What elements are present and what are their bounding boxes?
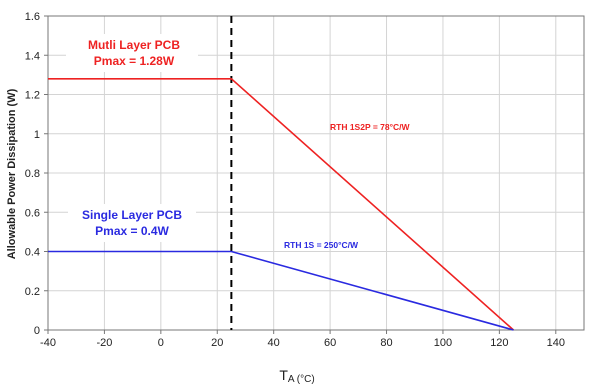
single-layer-series-line: [48, 250, 514, 331]
x-tick-label: 60: [324, 337, 336, 349]
x-tick-label: 80: [380, 337, 392, 349]
x-axis-label: TA (°C): [279, 367, 314, 385]
y-axis-ticks: 0 0.2 0.4 0.6 0.8 1 1.2 1.4 1.6: [25, 11, 48, 337]
y-tick-label: 0.8: [25, 168, 40, 180]
multi-layer-slope-label: RTH 1S2P = 78°C/W: [330, 122, 411, 132]
x-tick-label: 120: [490, 337, 508, 349]
series: [48, 78, 515, 331]
x-axis-label-sub: A (°C): [288, 374, 315, 385]
y-tick-label: 0.4: [25, 247, 40, 259]
y-tick-label: 1: [34, 129, 40, 141]
x-tick-label: 40: [268, 337, 280, 349]
y-axis-label: Allowable Power Dissipation (W): [6, 88, 18, 259]
x-axis-label-main: T: [279, 367, 288, 383]
x-tick-label: 100: [434, 337, 452, 349]
y-tick-label: 1.2: [25, 90, 40, 102]
y-tick-label: 0.6: [25, 207, 40, 219]
single-layer-pmax: Pmax = 0.4W: [95, 224, 169, 238]
single-layer-label-box: [68, 204, 196, 242]
multi-layer-label-box: [66, 34, 198, 72]
y-tick-label: 0.2: [25, 286, 40, 298]
x-axis-ticks: -40 -20 0 20 40 60 80 100 120 140: [40, 330, 565, 349]
x-tick-label: -40: [40, 337, 56, 349]
multi-layer-pmax: Pmax = 1.28W: [94, 54, 175, 68]
x-tick-label: 0: [158, 337, 164, 349]
multi-layer-label: Mutli Layer PCB: [88, 38, 180, 52]
y-tick-label: 1.6: [25, 11, 40, 23]
y-tick-label: 0: [34, 325, 40, 337]
single-layer-label: Single Layer PCB: [82, 208, 182, 222]
single-layer-slope-label: RTH 1S = 250°C/W: [284, 240, 359, 250]
multi-layer-series-line: [48, 78, 515, 331]
x-tick-label: 140: [547, 337, 565, 349]
y-tick-label: 1.4: [25, 50, 40, 62]
x-tick-label: 20: [211, 337, 223, 349]
x-tick-label: -20: [96, 337, 112, 349]
